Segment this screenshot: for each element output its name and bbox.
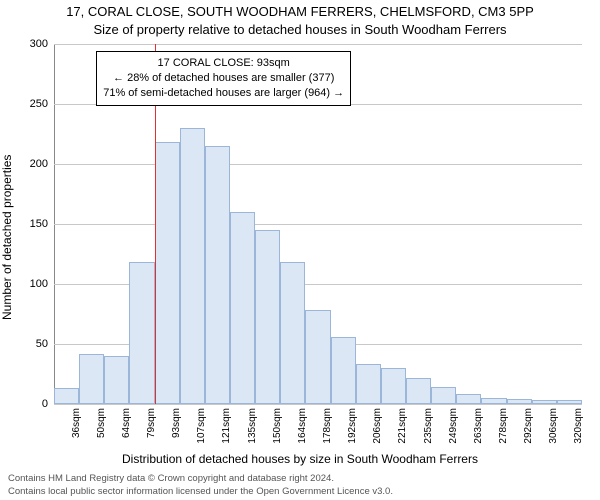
footer-attribution: Contains HM Land Registry data © Crown c… — [8, 473, 592, 498]
x-tick-label: 292sqm — [523, 408, 534, 444]
gridline — [54, 224, 582, 225]
x-tick-label: 306sqm — [548, 408, 559, 444]
y-axis-label: Number of detached properties — [0, 65, 14, 230]
annotation-line: ← 28% of detached houses are smaller (37… — [103, 71, 344, 86]
y-tick-label: 150 — [30, 218, 48, 230]
histogram-bar — [280, 262, 305, 404]
x-tick-label: 79sqm — [146, 408, 157, 438]
x-tick-label: 107sqm — [196, 408, 207, 444]
x-tick-label: 150sqm — [272, 408, 283, 444]
page-title-line1: 17, CORAL CLOSE, SOUTH WOODHAM FERRERS, … — [0, 4, 600, 19]
chart-container: 17, CORAL CLOSE, SOUTH WOODHAM FERRERS, … — [0, 0, 600, 500]
x-tick-label: 206sqm — [372, 408, 383, 444]
gridline — [54, 404, 582, 405]
histogram-bar — [54, 388, 79, 404]
x-tick-label: 320sqm — [573, 408, 584, 444]
histogram-bar — [456, 394, 481, 404]
y-tick-label: 100 — [30, 278, 48, 290]
annotation-line: 17 CORAL CLOSE: 93sqm — [103, 56, 344, 71]
x-tick-label: 121sqm — [221, 408, 232, 444]
histogram-bar — [155, 142, 180, 404]
x-tick-label: 235sqm — [423, 408, 434, 444]
x-tick-label: 221sqm — [397, 408, 408, 444]
histogram-bar — [79, 354, 104, 404]
histogram-bar — [129, 262, 154, 404]
histogram-bar — [381, 368, 406, 404]
y-tick-label: 200 — [30, 158, 48, 170]
histogram-bar — [557, 400, 582, 404]
histogram-bar — [104, 356, 129, 404]
histogram-bar — [532, 400, 557, 404]
histogram-bar — [431, 387, 456, 404]
x-tick-label: 135sqm — [247, 408, 258, 444]
x-tick-label: 50sqm — [96, 408, 107, 438]
x-tick-label: 93sqm — [171, 408, 182, 438]
x-tick-label: 178sqm — [322, 408, 333, 444]
histogram-bar — [406, 378, 431, 404]
x-tick-label: 36sqm — [71, 408, 82, 438]
x-tick-label: 64sqm — [121, 408, 132, 438]
histogram-bar — [205, 146, 230, 404]
histogram-bar — [255, 230, 280, 404]
footer-line1: Contains HM Land Registry data © Crown c… — [8, 473, 592, 485]
histogram-bar — [180, 128, 205, 404]
annotation-line: 71% of semi-detached houses are larger (… — [103, 86, 344, 101]
gridline — [54, 164, 582, 165]
histogram-bar — [230, 212, 255, 404]
y-tick-label: 250 — [30, 98, 48, 110]
y-tick-label: 50 — [36, 338, 48, 350]
histogram-bar — [507, 399, 532, 404]
y-tick-label: 300 — [30, 38, 48, 50]
histogram-bar — [305, 310, 330, 404]
footer-line2: Contains local public sector information… — [8, 486, 592, 498]
histogram-bar — [481, 398, 506, 404]
x-tick-label: 164sqm — [297, 408, 308, 444]
x-tick-label: 249sqm — [448, 408, 459, 444]
annotation-box: 17 CORAL CLOSE: 93sqm← 28% of detached h… — [96, 51, 351, 106]
x-tick-label: 263sqm — [473, 408, 484, 444]
histogram-bar — [331, 337, 356, 404]
y-tick-label: 0 — [42, 398, 48, 410]
x-axis-label: Distribution of detached houses by size … — [0, 452, 600, 466]
gridline — [54, 44, 582, 45]
page-title-line2: Size of property relative to detached ho… — [0, 22, 600, 37]
histogram-bar — [356, 364, 381, 404]
x-tick-label: 278sqm — [498, 408, 509, 444]
x-tick-label: 192sqm — [347, 408, 358, 444]
plot-area: 05010015020025030036sqm50sqm64sqm79sqm93… — [54, 44, 582, 404]
